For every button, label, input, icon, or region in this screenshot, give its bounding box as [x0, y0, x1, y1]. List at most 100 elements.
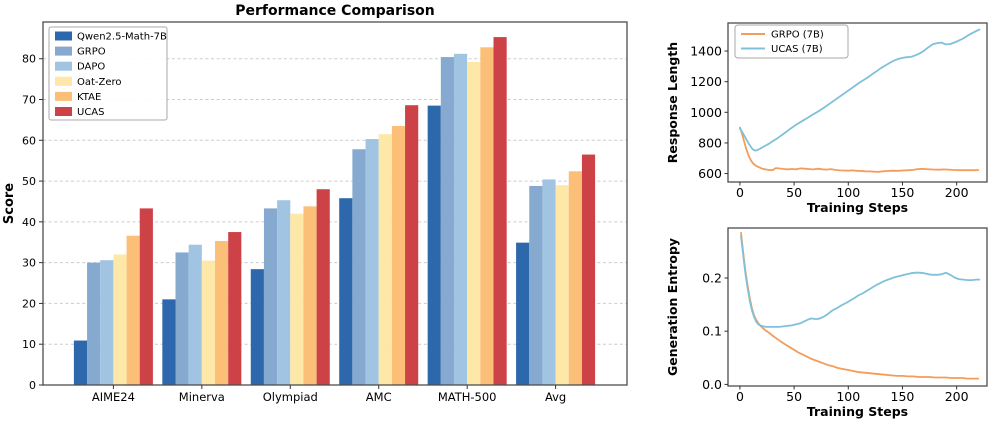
bar-qwen2-5-math-7b-avg: [516, 242, 530, 385]
bar-oat-zero-minerva: [201, 260, 216, 385]
x-tick-label: 50: [786, 389, 802, 404]
legend-label-grpo: GRPO: [77, 47, 106, 58]
bar-qwen2-5-math-7b-aime24: [73, 340, 88, 385]
legend-swatch-qwen2-5-math-7b: [55, 31, 72, 41]
bar-ktae-minerva: [215, 241, 229, 385]
bar-dapo-olympiad: [277, 200, 291, 385]
legend-label-ucas-7b: UCAS (7B): [771, 44, 823, 55]
bar-ktae-math-500: [480, 47, 494, 386]
generation-entropy-line-chart: 0 50 100 150 200 0.0 0.1 0.2 Training Steps Gener…: [665, 227, 988, 419]
x-axis-label: Training Steps: [807, 404, 908, 419]
axes-frame: [727, 22, 988, 183]
bar-ucas-math-500: [493, 37, 507, 386]
x-tick-label: 100: [836, 185, 860, 200]
x-tick-label: 200: [945, 185, 969, 200]
y-tick-label: 0: [29, 379, 36, 392]
y-tick-label: 1400: [690, 44, 722, 59]
legend-swatch-grpo: [55, 46, 72, 56]
bar-oat-zero-avg: [555, 185, 569, 385]
bar-dapo-minerva: [188, 244, 202, 385]
bar-ktae-avg: [568, 171, 582, 385]
bar-dapo-amc: [365, 139, 379, 385]
y-tick-label: 1000: [690, 105, 722, 120]
y-tick-label: 10: [22, 338, 36, 351]
bar-oat-zero-math-500: [467, 61, 481, 385]
bar-grpo-minerva: [175, 252, 189, 385]
bar-ucas-amc: [405, 105, 419, 385]
bar-dapo-avg: [542, 179, 556, 385]
x-tick-label: Minerva: [179, 390, 225, 404]
legend-swatch-ktae: [55, 91, 72, 101]
x-tick-label: 0: [736, 389, 744, 404]
y-tick-label: 0.1: [702, 324, 722, 339]
x-tick-label: Avg: [545, 390, 566, 404]
legend-swatch-ucas: [55, 107, 72, 116]
bar-dapo-math-500: [453, 53, 468, 386]
legend-label-grpo-7b: GRPO (7B): [771, 30, 824, 41]
bar-qwen2-5-math-7b-olympiad: [250, 269, 264, 385]
line-grpo-7b: [740, 231, 980, 380]
legend-label-qwen2-5-math-7b: Qwen2.5-Math-7B: [77, 32, 167, 43]
bar-dapo-aime24: [100, 260, 114, 385]
y-axis-label: Response Length: [665, 42, 680, 163]
bar-ucas-olympiad: [316, 189, 330, 385]
y-tick-label: 40: [22, 216, 36, 229]
y-tick-label: 600: [698, 166, 722, 181]
x-tick-label: MATH-500: [438, 390, 497, 404]
bar-oat-zero-aime24: [113, 254, 127, 385]
legend-swatch-oat-zero: [55, 76, 72, 86]
legend-box: [48, 26, 168, 121]
bar-ktae-olympiad: [303, 206, 317, 385]
y-tick-label: 30: [22, 257, 36, 270]
legend-swatch-dapo: [55, 61, 72, 71]
bar-qwen2-5-math-7b-amc: [339, 198, 353, 385]
y-tick-label: 50: [22, 175, 36, 188]
bar-ktae-aime24: [126, 235, 140, 385]
x-tick-label: 150: [891, 389, 915, 404]
bar-oat-zero-amc: [378, 134, 392, 385]
x-tick-label: Olympiad: [263, 390, 318, 404]
legend-label-ucas: UCAS: [77, 107, 105, 118]
x-tick-label: 100: [836, 389, 860, 404]
performance-comparison-bar-chart: 0 10 20 30 40 50 60 70 80 AIME24 Minerva Olympiad AM…: [2, 3, 628, 404]
y-axis-label: Score: [2, 183, 17, 224]
axes-frame: [727, 227, 988, 387]
y-tick-label: 60: [22, 134, 36, 147]
x-tick-label: 0: [736, 185, 744, 200]
bar-grpo-olympiad: [263, 208, 278, 385]
bar-ucas-minerva: [228, 232, 242, 385]
x-tick-label: 150: [891, 185, 915, 200]
line-grpo-7b: [739, 126, 980, 173]
bar-qwen2-5-math-7b-minerva: [162, 299, 176, 385]
y-tick-label: 80: [22, 53, 36, 66]
y-axis-label: Generation Entropy: [665, 238, 680, 376]
line-ucas-7b: [740, 235, 981, 328]
x-axis-label: Training Steps: [807, 200, 908, 215]
legend: GRPO (7B) UCAS (7B): [734, 24, 849, 59]
x-tick-label: AMC: [366, 390, 392, 404]
x-tick-label: 50: [786, 185, 802, 200]
bar-qwen2-5-math-7b-math-500: [427, 105, 441, 385]
x-tick-label: 200: [945, 389, 969, 404]
bar-grpo-amc: [352, 149, 366, 385]
y-tick-label: 800: [698, 135, 722, 150]
legend: Qwen2.5-Math-7B GRPO DAPO Oat-Zero KTAE UCAS: [48, 26, 168, 121]
bar-grpo-math-500: [440, 57, 454, 385]
bar-ucas-aime24: [139, 208, 153, 385]
y-tick-label: 0.0: [702, 377, 722, 392]
x-tick-label: AIME24: [92, 390, 135, 404]
bar-grpo-avg: [529, 185, 543, 385]
axes-frame: [42, 21, 628, 386]
y-tick-label: 0.2: [702, 271, 722, 286]
chart-title: Performance Comparison: [235, 3, 435, 19]
legend-label-ktae: KTAE: [77, 92, 101, 103]
response-length-line-chart: 0 50 100 150 200 600 800 1000 1200 1400 Training S…: [665, 22, 988, 215]
legend-label-dapo: DAPO: [77, 62, 105, 73]
line-ucas-7b: [739, 28, 981, 152]
bar-oat-zero-olympiad: [290, 213, 304, 385]
y-tick-label: 70: [22, 93, 36, 106]
y-tick-label: 1200: [690, 74, 722, 89]
y-tick-label: 20: [22, 297, 36, 310]
bar-ktae-amc: [391, 126, 406, 385]
